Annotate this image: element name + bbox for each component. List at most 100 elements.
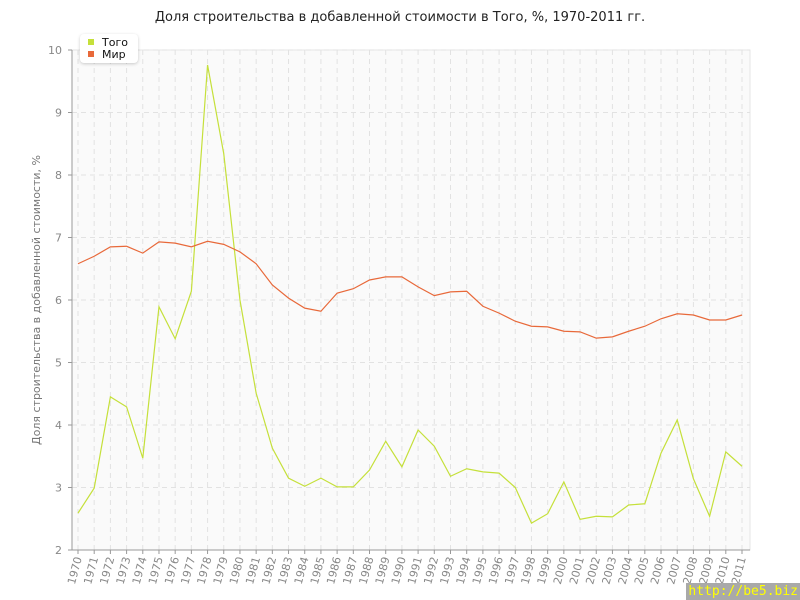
data-point: [659, 317, 663, 321]
data-point: [157, 240, 161, 244]
data-point: [287, 296, 291, 300]
data-point: [92, 486, 96, 490]
data-point: [157, 305, 161, 309]
series-togo: [77, 63, 744, 525]
data-point: [254, 262, 258, 266]
data-point: [303, 484, 307, 488]
data-point: [206, 63, 210, 67]
data-point: [562, 480, 566, 484]
data-point: [529, 521, 533, 525]
data-point: [659, 451, 663, 455]
data-point: [546, 325, 550, 329]
y-tick-label: 8: [55, 169, 62, 182]
data-point: [513, 486, 517, 490]
data-point: [92, 254, 96, 258]
chart-title: Доля строительства в добавленной стоимос…: [154, 10, 646, 25]
data-point: [108, 395, 112, 399]
data-point: [610, 515, 614, 519]
data-point: [222, 152, 226, 156]
data-point: [303, 306, 307, 310]
data-point: [708, 318, 712, 322]
series-world: [76, 240, 744, 340]
y-axis-label: Доля строительства в добавленной стоимос…: [30, 155, 43, 445]
y-tick-label: 7: [55, 232, 62, 245]
data-point: [189, 245, 193, 249]
legend-swatch: [88, 39, 94, 45]
data-point: [529, 324, 533, 328]
data-point: [675, 312, 679, 316]
legend-label: Того: [102, 35, 128, 49]
y-tick-label: 2: [55, 544, 62, 557]
data-point: [578, 330, 582, 334]
data-point: [238, 250, 242, 254]
data-point: [594, 336, 598, 340]
data-point: [125, 405, 129, 409]
data-point: [76, 262, 80, 266]
data-point: [465, 467, 469, 471]
data-point: [400, 465, 404, 469]
data-point: [610, 335, 614, 339]
legend: Того Мир: [80, 34, 138, 63]
data-point: [481, 304, 485, 308]
y-tick-label: 6: [55, 294, 62, 307]
y-tick-label: 10: [48, 44, 62, 57]
legend-item-togo[interactable]: Того: [88, 35, 128, 49]
data-point: [141, 456, 145, 460]
data-point: [335, 485, 339, 489]
data-point: [546, 512, 550, 516]
data-point: [562, 329, 566, 333]
data-point: [222, 242, 226, 246]
data-point: [238, 298, 242, 302]
data-point: [691, 477, 695, 481]
data-point: [254, 391, 258, 395]
series-line: [77, 240, 743, 339]
data-point: [335, 291, 339, 295]
data-point: [465, 289, 469, 293]
y-tick-label: 9: [55, 107, 62, 120]
data-point: [368, 278, 372, 282]
data-point: [287, 476, 291, 480]
data-point: [351, 287, 355, 291]
data-point: [513, 319, 517, 323]
data-point: [384, 439, 388, 443]
legend-item-world[interactable]: Мир: [88, 48, 128, 61]
data-point: [319, 476, 323, 480]
data-point: [691, 313, 695, 317]
data-point: [708, 514, 712, 518]
data-point: [497, 471, 501, 475]
data-point: [481, 470, 485, 474]
data-point: [319, 309, 323, 313]
data-point: [416, 285, 420, 289]
data-point: [384, 275, 388, 279]
data-point: [141, 251, 145, 255]
data-point: [400, 275, 404, 279]
data-point: [189, 289, 193, 293]
data-point: [432, 444, 436, 448]
data-point: [643, 324, 647, 328]
legend-swatch: [88, 51, 94, 57]
watermark[interactable]: http://be5.biz: [686, 583, 800, 600]
y-tick-label: 5: [55, 357, 62, 370]
data-point: [448, 290, 452, 294]
data-point: [740, 313, 744, 317]
data-point: [627, 503, 631, 507]
data-point: [448, 474, 452, 478]
data-point: [270, 446, 274, 450]
data-point: [432, 294, 436, 298]
data-point: [108, 245, 112, 249]
data-point: [351, 485, 355, 489]
data-point: [643, 502, 647, 506]
data-point: [740, 464, 744, 468]
data-point: [578, 517, 582, 521]
data-point: [594, 514, 598, 518]
series-line: [77, 64, 743, 524]
data-point: [368, 468, 372, 472]
data-point: [497, 311, 501, 315]
data-point: [270, 283, 274, 287]
y-tick-label: 4: [55, 419, 62, 432]
y-tick-label: 3: [55, 482, 62, 495]
data-point: [627, 329, 631, 333]
data-point: [125, 244, 129, 248]
data-point: [416, 428, 420, 432]
